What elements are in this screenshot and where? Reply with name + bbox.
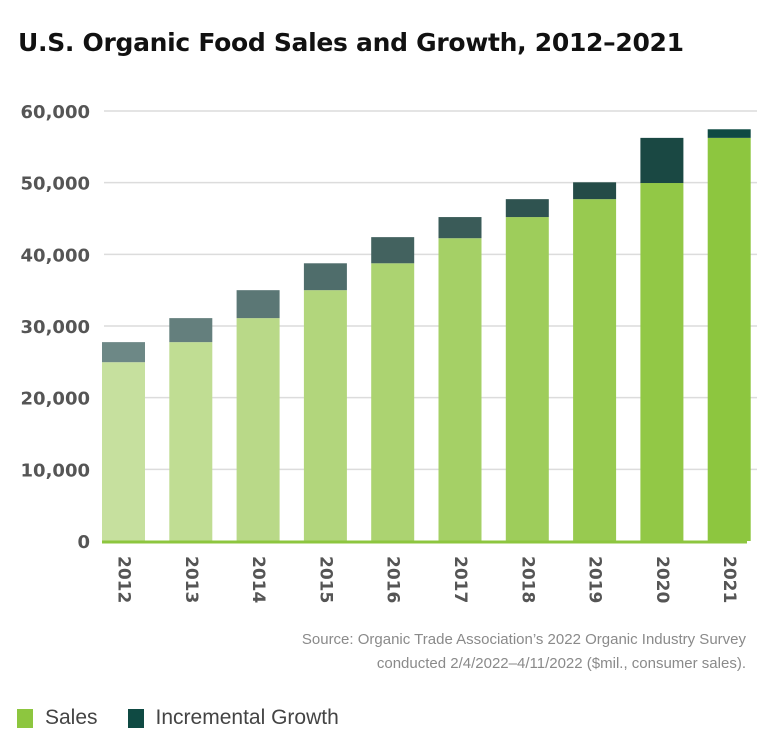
bar-growth-2018 — [505, 199, 549, 218]
y-tick-label: 0 — [77, 532, 90, 553]
bar-growth-2021 — [707, 129, 751, 138]
bar-growth-2017 — [438, 217, 482, 239]
bar-sales-2012 — [102, 362, 145, 541]
bar-growth-2015 — [303, 263, 347, 291]
y-tick-label: 40,000 — [21, 245, 90, 266]
legend: Sales Incremental Growth — [17, 706, 369, 730]
bar-sales-2017 — [438, 238, 482, 542]
legend-item-sales: Sales — [17, 706, 98, 730]
bar-sales-2019 — [573, 199, 617, 541]
legend-swatch-growth — [127, 708, 144, 728]
x-tick-label: 2012 — [114, 556, 134, 603]
bars — [102, 129, 751, 542]
x-tick-label: 2020 — [652, 556, 672, 603]
bar-growth-2014 — [236, 290, 280, 319]
x-tick-label: 2015 — [315, 556, 335, 603]
x-tick-label: 2013 — [181, 556, 201, 603]
bar-growth-2020 — [640, 137, 684, 184]
x-tick-label: 2018 — [517, 556, 537, 603]
bar-growth-2016 — [371, 237, 415, 264]
bar-sales-2018 — [505, 217, 549, 542]
legend-item-growth: Incremental Growth — [127, 706, 339, 730]
x-tick-label: 2021 — [719, 556, 739, 603]
bar-sales-2021 — [707, 137, 751, 541]
bar-growth-2013 — [169, 318, 213, 343]
chart-title: U.S. Organic Food Sales and Growth, 2012… — [18, 28, 684, 57]
x-tick-label: 2017 — [450, 556, 470, 603]
source-note: Source: Organic Trade Association’s 2022… — [302, 628, 746, 676]
legend-label-sales: Sales — [45, 706, 98, 729]
gridlines — [104, 110, 757, 471]
y-tick-label: 30,000 — [21, 317, 90, 338]
y-tick-label: 20,000 — [21, 389, 90, 410]
x-tick-label: 2019 — [585, 556, 605, 603]
source-line-2: conducted 2/4/2022–4/11/2022 ($mil., con… — [376, 655, 746, 672]
bar-growth-2019 — [573, 182, 617, 200]
y-axis: 0 10,000 20,000 30,000 40,000 50,000 60,000 — [21, 102, 90, 553]
source-line-1: Source: Organic Trade Association’s 2022… — [301, 631, 746, 648]
bar-sales-2016 — [371, 263, 415, 541]
x-tick-label: 2016 — [383, 556, 403, 603]
y-tick-label: 10,000 — [21, 460, 90, 481]
y-tick-label: 50,000 — [21, 174, 90, 195]
x-tick-label: 2014 — [248, 556, 268, 603]
legend-swatch-sales — [17, 708, 33, 728]
bar-growth-2012 — [102, 342, 145, 363]
y-tick-label: 60,000 — [21, 102, 90, 123]
bar-sales-2015 — [303, 290, 347, 541]
bar-sales-2013 — [169, 342, 213, 541]
bar-sales-2020 — [640, 183, 684, 541]
legend-label-growth: Incremental Growth — [155, 706, 339, 729]
bar-sales-2014 — [236, 318, 280, 541]
x-axis: 2012 2013 2014 2015 2016 2017 2018 2019 2020 2021 — [102, 540, 747, 603]
